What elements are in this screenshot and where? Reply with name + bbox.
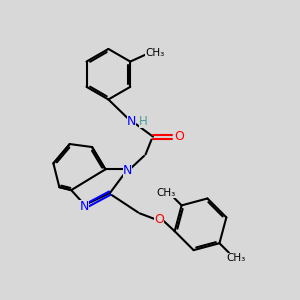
Text: H: H xyxy=(139,115,148,128)
Text: N: N xyxy=(127,115,136,128)
Text: N: N xyxy=(79,200,89,213)
Text: O: O xyxy=(174,130,184,143)
Text: CH₃: CH₃ xyxy=(226,254,245,263)
Text: N: N xyxy=(123,164,132,177)
Text: CH₃: CH₃ xyxy=(157,188,176,198)
Text: O: O xyxy=(154,213,164,226)
Text: CH₃: CH₃ xyxy=(145,48,165,58)
